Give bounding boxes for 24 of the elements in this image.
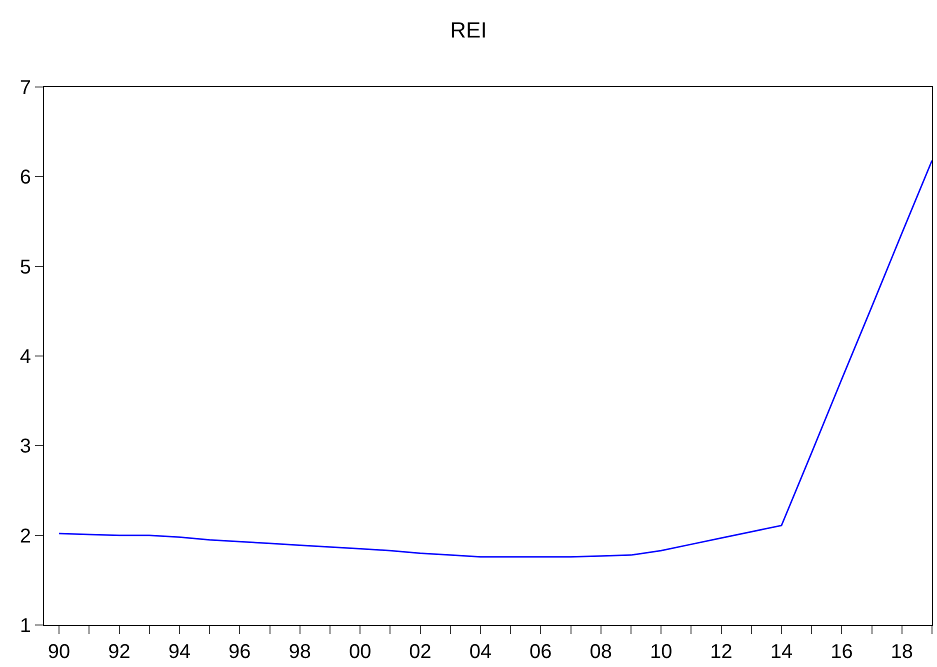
x-tick-label: 18 (890, 641, 914, 663)
y-tick-label: 7 (20, 77, 31, 99)
y-tick-label: 5 (20, 256, 31, 278)
y-tick-label: 6 (20, 166, 31, 189)
x-tick-label: 96 (228, 641, 251, 663)
x-tick-label: 00 (348, 641, 372, 663)
x-tick-label: 02 (409, 641, 432, 663)
y-tick-label: 1 (20, 615, 31, 637)
x-tick-label: 06 (530, 641, 552, 663)
y-tick-label: 2 (20, 525, 31, 548)
x-tick-label: 14 (770, 641, 793, 663)
x-tick-label: 90 (48, 641, 70, 663)
x-tick-label: 08 (590, 641, 612, 663)
line-series (58, 160, 932, 558)
y-tick-label: 4 (20, 346, 31, 368)
x-tick-label: 98 (288, 641, 311, 663)
y-tick-label: 3 (20, 436, 31, 458)
chart-title: REI (450, 18, 487, 43)
x-tick-label: 16 (830, 641, 853, 663)
x-tick-label: 12 (710, 641, 732, 663)
x-tick-label: 10 (650, 641, 672, 663)
x-tick-label: 94 (168, 641, 191, 663)
x-tick-label: 04 (469, 641, 492, 663)
x-tick-label: 92 (108, 641, 130, 663)
